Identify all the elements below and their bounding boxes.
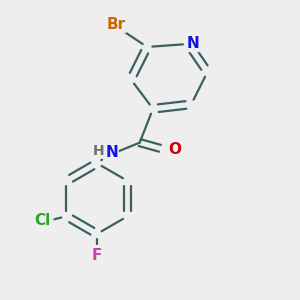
Text: O: O xyxy=(169,142,182,158)
Text: H: H xyxy=(93,144,105,158)
Text: N: N xyxy=(105,145,118,160)
Text: Cl: Cl xyxy=(34,213,50,228)
Text: Br: Br xyxy=(106,17,126,32)
Text: N: N xyxy=(186,37,199,52)
Text: F: F xyxy=(92,248,102,263)
